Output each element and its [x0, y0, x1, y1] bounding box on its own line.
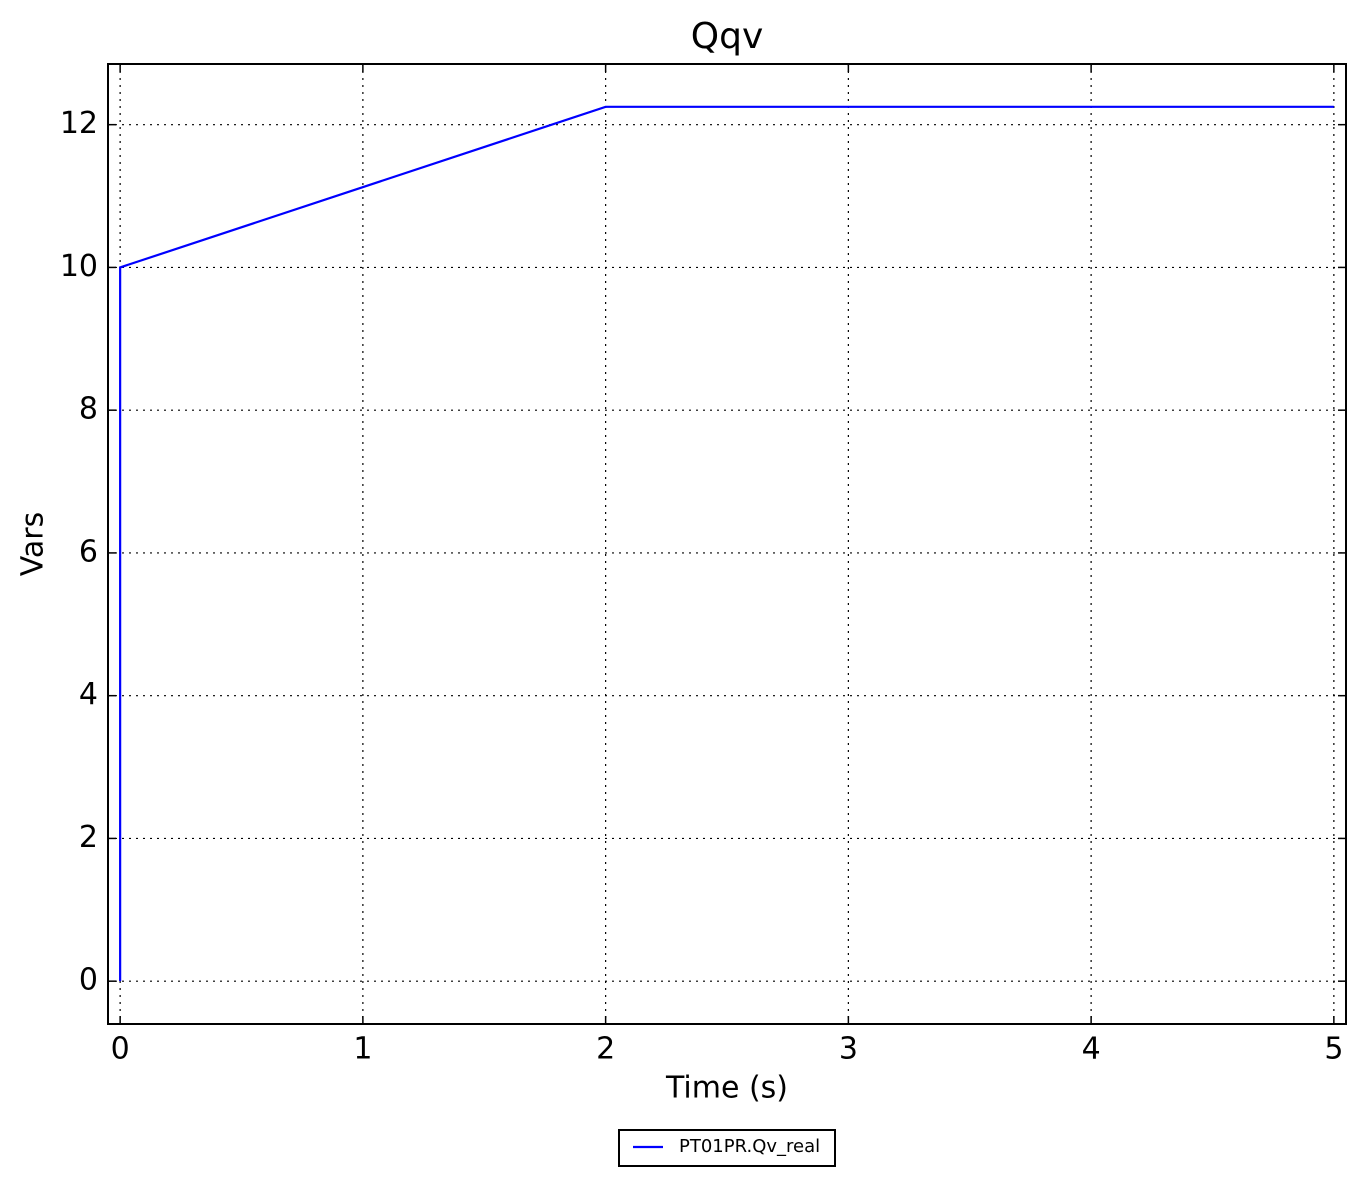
y-tick-label: 4 — [79, 677, 98, 712]
x-tick-label: 1 — [353, 1032, 372, 1067]
chart-title: Qqv — [691, 16, 764, 57]
x-tick-label: 4 — [1082, 1032, 1101, 1067]
x-tick-label: 3 — [839, 1032, 858, 1067]
legend: PT01PR.Qv_real — [618, 1129, 836, 1167]
x-axis-label: Time (s) — [665, 1071, 788, 1106]
legend-label: PT01PR.Qv_real — [679, 1136, 820, 1157]
plot-lines — [119, 105, 1334, 982]
y-tick-label: 6 — [79, 534, 98, 569]
x-tick-label: 0 — [111, 1032, 130, 1067]
y-tick-label: 0 — [79, 963, 98, 998]
y-tick-label: 8 — [79, 392, 98, 427]
y-tick-label: 2 — [79, 820, 98, 855]
plot-frame — [107, 63, 1347, 1025]
x-tick-label: 2 — [596, 1032, 615, 1067]
x-tick-label: 5 — [1324, 1032, 1343, 1067]
y-axis-label: Vars — [16, 512, 51, 577]
data-line — [119, 105, 1334, 982]
y-tick-label: 12 — [60, 106, 98, 141]
y-tick-label: 10 — [60, 249, 98, 284]
